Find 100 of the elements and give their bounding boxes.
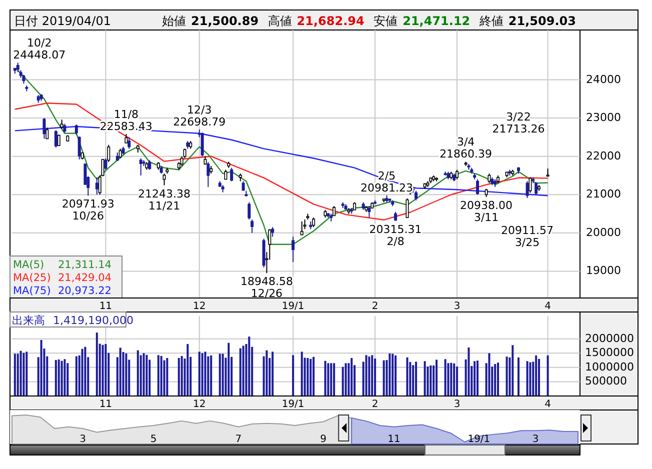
bar — [180, 356, 183, 396]
annotation: 20938.00 3/11 — [460, 199, 513, 224]
bar — [218, 354, 221, 396]
candlestick — [42, 118, 46, 140]
bar — [119, 348, 122, 396]
text: 終値 21,509.03 — [478, 14, 576, 28]
annotation: 21243.38 11/21 — [138, 187, 190, 212]
bar — [526, 361, 528, 396]
bar — [210, 355, 212, 396]
x-tick-label: 19/1 — [468, 434, 490, 445]
y-tick-label: 1000000 — [585, 360, 634, 374]
bar — [529, 362, 532, 396]
bar — [96, 332, 98, 396]
bar — [16, 354, 19, 396]
text: MA(75) 20,973.22 — [13, 285, 112, 297]
bar — [497, 362, 500, 396]
chart-title: 日付 2019/04/01 — [14, 14, 111, 28]
candlestick — [118, 148, 122, 159]
bar — [157, 355, 160, 396]
bar — [494, 364, 496, 396]
bar — [392, 354, 394, 396]
candlestick — [268, 228, 272, 260]
x-tick-label: 3 — [454, 399, 460, 410]
bar — [66, 363, 69, 396]
text: 始値 21,500.89 — [162, 14, 259, 28]
annotation: 10/2 24448.07 — [13, 36, 66, 62]
bar — [54, 360, 57, 396]
candlestick — [292, 236, 295, 263]
candlestick — [250, 219, 254, 234]
bar — [453, 363, 456, 396]
x-tick-label: 11 — [99, 301, 112, 312]
x-tick-label: 7 — [235, 434, 242, 445]
bar — [430, 365, 432, 396]
bar — [371, 355, 374, 396]
candlestick — [95, 176, 98, 196]
bar — [248, 336, 250, 396]
candlestick — [224, 169, 228, 180]
y-tick-label: 2000000 — [585, 332, 634, 345]
bar — [166, 358, 168, 396]
bar — [104, 344, 107, 396]
candlestick — [206, 162, 210, 188]
bar — [436, 360, 438, 396]
bar — [374, 358, 376, 396]
bar — [136, 350, 139, 396]
x-tick-label: 11 — [99, 399, 112, 410]
bar — [415, 362, 418, 396]
bar — [292, 355, 294, 396]
bar — [444, 359, 446, 396]
bar — [488, 353, 490, 396]
bar — [81, 348, 84, 396]
bar — [350, 358, 353, 396]
candlestick — [528, 176, 532, 194]
candlestick — [488, 173, 491, 184]
chart-title: 出来高 — [12, 314, 45, 327]
bar — [300, 352, 303, 396]
annotation: 18948.58 12/26 — [240, 275, 293, 300]
bar — [474, 361, 476, 396]
candlestick — [303, 219, 306, 230]
annotation: 20315.31 2/8 — [369, 222, 422, 248]
bar — [204, 352, 206, 396]
bar — [476, 360, 479, 396]
bar — [324, 360, 326, 396]
bar — [388, 353, 391, 396]
candlestick — [312, 217, 316, 228]
bar — [365, 355, 368, 396]
bar — [538, 358, 540, 396]
bar — [447, 363, 450, 396]
text: MA(5) 21,311.14 — [13, 259, 112, 271]
x-tick-label: 12 — [193, 301, 206, 312]
annotation: 3/4 21860.39 — [440, 136, 492, 161]
x-tick-label: 12 — [193, 399, 206, 410]
bar — [228, 342, 230, 396]
y-tick-label: 22000 — [586, 149, 621, 162]
y-tick-label: 1500000 — [585, 346, 634, 360]
candlestick — [54, 130, 58, 148]
bar — [450, 362, 452, 396]
candlestick — [128, 136, 131, 150]
bar — [506, 356, 508, 396]
candlestick — [46, 127, 49, 140]
bar — [394, 355, 397, 396]
candlestick — [476, 178, 480, 196]
candlestick — [16, 62, 20, 73]
candlestick — [78, 136, 81, 160]
candlestick — [148, 160, 152, 170]
bar — [142, 353, 145, 396]
bar — [382, 360, 385, 396]
bar — [186, 344, 189, 396]
x-tick-label: 3 — [454, 301, 460, 312]
bar — [84, 346, 86, 396]
x-tick-label: 3 — [532, 434, 539, 445]
bar — [239, 348, 242, 396]
bar — [163, 360, 166, 396]
bar — [222, 354, 224, 396]
text: MA(25) 21,429.04 — [13, 272, 112, 284]
bar — [198, 352, 200, 396]
bar — [310, 358, 312, 396]
y-tick-label: 19000 — [586, 264, 621, 278]
bar — [424, 361, 426, 396]
y-tick-label: 500000 — [585, 374, 627, 388]
x-tick-label: 19/1 — [282, 399, 304, 410]
